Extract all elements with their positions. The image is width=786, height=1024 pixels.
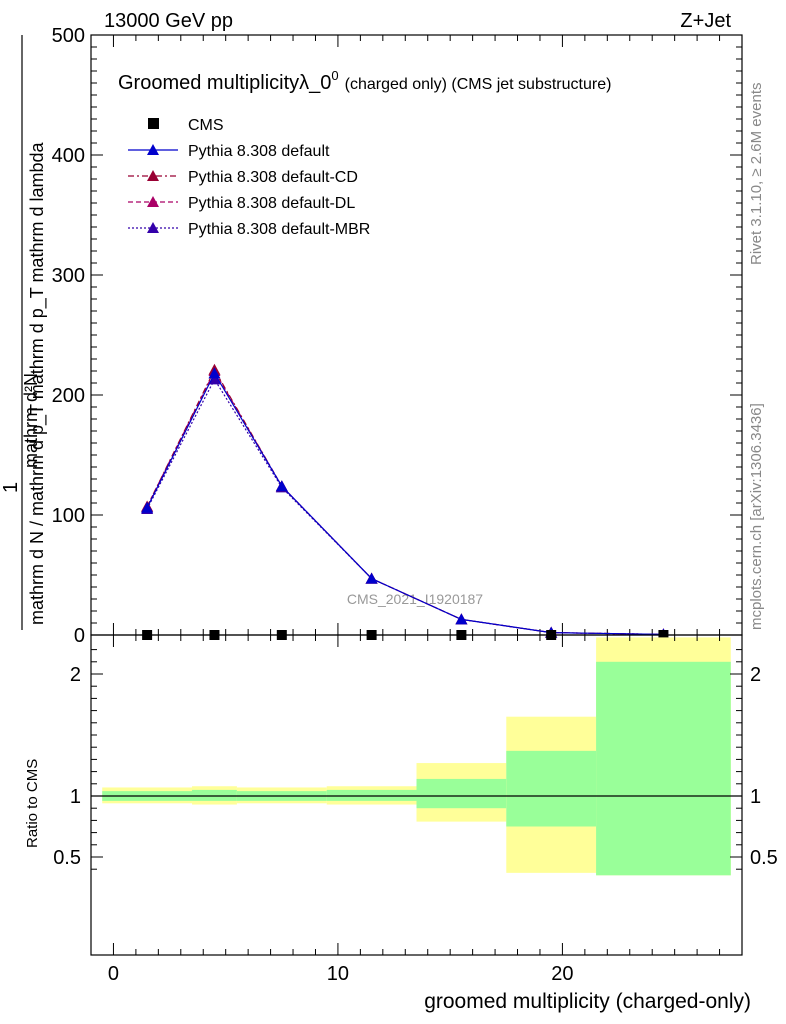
ratio-band-green <box>416 778 507 809</box>
x-tick-label: 20 <box>551 963 573 985</box>
series-point <box>365 572 378 584</box>
legend-marker-triangle <box>147 170 159 181</box>
legend: CMS Pythia 8.308 default Pythia 8.308 defa… <box>128 117 370 238</box>
ylabel-denominator: mathrm d N / mathrm d p_T mathrm d p_T m… <box>27 142 48 625</box>
ratio-y-tick-label: 0.5 <box>53 847 81 869</box>
ratio-band-green <box>326 789 417 801</box>
main-y-tick-label: 300 <box>52 265 85 287</box>
ratio-band-green <box>596 661 731 876</box>
ratio-y-tick-label-right: 2 <box>750 664 761 686</box>
mcplots-label: mcplots.cern.ch [arXiv:1306.3436] <box>748 403 765 630</box>
legend-label: CMS <box>188 117 224 134</box>
main-y-tick-label: 400 <box>52 145 85 167</box>
chart-title: Groomed multiplicityλ_00(charged only) (… <box>118 68 611 94</box>
ratio-y-tick-labels: 0.5 0.5 1 1 2 2 <box>53 664 778 869</box>
ratio-y-tick-label: 1 <box>70 786 81 808</box>
legend-marker-triangle <box>147 222 159 233</box>
series-point <box>141 501 154 513</box>
header-energy: 13000 GeV pp <box>104 10 233 32</box>
series-point <box>208 367 221 379</box>
legend-label: Pythia 8.308 default <box>188 143 330 160</box>
x-tick-label: 0 <box>108 963 119 985</box>
ratio-axis-ticks <box>91 635 742 955</box>
legend-marker-triangle <box>147 144 159 155</box>
x-tick-labels: 0 10 20 <box>108 963 574 985</box>
legend-label: Pythia 8.308 default-CD <box>188 169 358 186</box>
ratio-band-green <box>192 789 237 801</box>
legend-marker-triangle <box>147 196 159 207</box>
x-tick-label: 10 <box>327 963 349 985</box>
ylabel-top: mathrm d²N <box>21 373 41 468</box>
ratio-y-tick-label-right: 0.5 <box>750 847 778 869</box>
header-process: Z+Jet <box>680 10 731 32</box>
legend-label: Pythia 8.308 default-DL <box>188 195 355 212</box>
ratio-bands <box>91 637 742 876</box>
ratio-panel-frame <box>90 634 743 956</box>
series-point <box>208 373 221 385</box>
main-y-tick-labels: 0 100 200 300 400 500 <box>52 25 85 647</box>
main-y-tick-label: 500 <box>52 25 85 47</box>
ylabel-numerator: 1 <box>0 482 22 493</box>
series-point <box>275 480 288 492</box>
x-axis-label: groomed multiplicity (charged-only) <box>424 990 751 1013</box>
ratio-band-green <box>506 750 597 827</box>
main-y-tick-label: 0 <box>74 625 85 647</box>
main-y-tick-label: 200 <box>52 385 85 407</box>
rivet-label: Rivet 3.1.10, ≥ 2.6M events <box>748 83 765 266</box>
legend-label: Pythia 8.308 default-MBR <box>188 221 370 238</box>
ratio-y-tick-label: 2 <box>70 664 81 686</box>
main-y-axis-label: 1 mathrm d²N mathrm d N / mathrm d p_T m… <box>0 35 48 630</box>
ratio-y-axis-label: Ratio to CMS <box>24 759 41 848</box>
legend-marker-cms <box>148 118 159 129</box>
main-y-tick-label: 100 <box>52 505 85 527</box>
series-point <box>455 613 468 625</box>
ratio-y-tick-label-right: 1 <box>750 786 761 808</box>
